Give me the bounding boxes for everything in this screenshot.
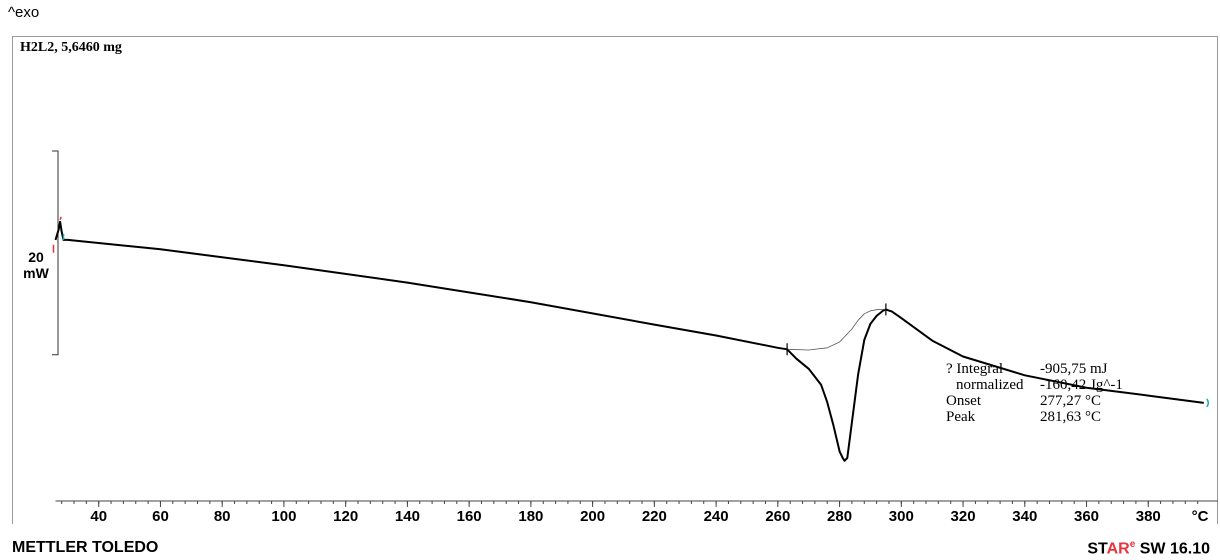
software-prefix: ST [1087, 540, 1107, 558]
exo-direction-label: ^exo [8, 4, 40, 21]
x-tick-label: 340 [1012, 508, 1037, 525]
x-axis-unit-label: °C [1192, 508, 1209, 525]
dsc-curve [54, 220, 1204, 462]
curve-peak-marker [59, 216, 62, 221]
x-tick-label: 100 [271, 508, 296, 525]
x-tick-label: 280 [827, 508, 852, 525]
x-tick-label: 220 [642, 508, 667, 525]
result-value: 277,27 °C [1040, 393, 1102, 409]
x-tick-label: 140 [395, 508, 420, 525]
x-tick-label: 180 [518, 508, 543, 525]
x-tick-label: 300 [889, 508, 914, 525]
x-tick-label: 120 [333, 508, 358, 525]
scale-bar-value: 20 [28, 249, 44, 265]
x-tick-label: 60 [152, 508, 169, 525]
x-tick-label: 80 [214, 508, 231, 525]
software-accent: AR [1106, 540, 1130, 558]
sample-label: H2L2, 5,6460 mg [20, 40, 122, 55]
plot-frame [12, 36, 1218, 524]
result-label: Onset [946, 393, 981, 409]
result-label: Peak [946, 409, 976, 425]
integration-baseline [787, 309, 886, 351]
x-tick-label: 40 [90, 508, 107, 525]
software-version-label: STARe SW 16.10 [1087, 539, 1210, 558]
brand-label: METTLER TOLEDO [12, 539, 159, 556]
x-tick-label: 260 [765, 508, 790, 525]
result-label: normalized [956, 377, 1024, 393]
scale-bar-unit: mW [23, 265, 49, 281]
x-tick-label: 320 [951, 508, 976, 525]
x-tick-label: 380 [1136, 508, 1161, 525]
x-tick-label: 240 [704, 508, 729, 525]
curve-end-marker [1206, 398, 1210, 408]
software-sup: e [1129, 539, 1136, 550]
x-tick-label: 200 [580, 508, 605, 525]
x-tick-label: 160 [457, 508, 482, 525]
software-suffix: SW 16.10 [1135, 540, 1210, 558]
result-value: -905,75 mJ [1040, 361, 1108, 377]
x-tick-label: 360 [1074, 508, 1099, 525]
result-value: 281,63 °C [1040, 409, 1102, 425]
scale-bar [52, 150, 59, 356]
